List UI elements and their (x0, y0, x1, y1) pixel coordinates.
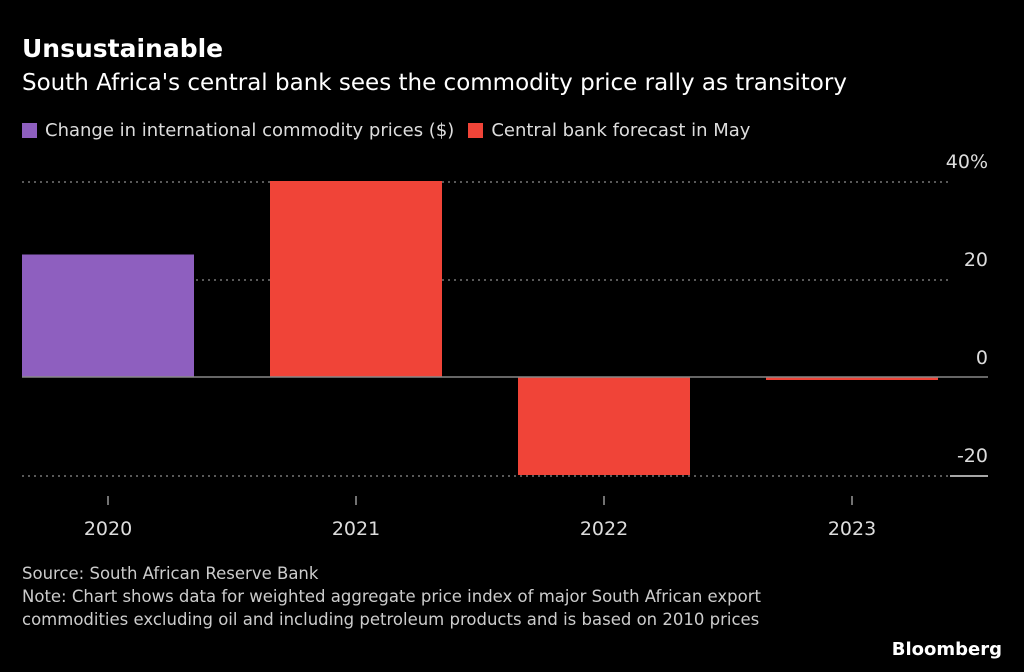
x-tick-label: 2023 (828, 518, 876, 540)
footer: Source: South African Reserve Bank Note:… (22, 562, 862, 631)
x-tick-label: 2020 (84, 518, 132, 540)
bar-2022 (518, 377, 690, 475)
bar-2020 (22, 254, 194, 377)
source-text: Source: South African Reserve Bank (22, 564, 319, 583)
chart-title: Unsustainable (22, 34, 224, 63)
note-text: Note: Chart shows data for weighted aggr… (22, 587, 762, 629)
x-tick-label: 2021 (332, 518, 380, 540)
y-tick-label: 40% (946, 151, 988, 173)
y-tick-label: 0 (976, 347, 988, 369)
legend-swatch-actual (22, 123, 37, 138)
bar-2023 (766, 377, 938, 380)
y-tick-label: -20 (957, 445, 988, 467)
y-tick-label: 20 (964, 249, 988, 271)
legend-swatch-forecast (468, 123, 484, 138)
legend-item-forecast: Central bank forecast in May (468, 120, 750, 141)
legend-label-forecast: Central bank forecast in May (491, 120, 751, 141)
legend-item-actual: Change in international commodity prices… (22, 120, 454, 141)
chart-subtitle: South Africa's central bank sees the com… (22, 70, 847, 96)
x-tick-label: 2022 (580, 518, 628, 540)
bar-2021 (270, 181, 442, 377)
bloomberg-logo: Bloomberg (891, 639, 1002, 660)
legend-label-actual: Change in international commodity prices… (45, 120, 455, 141)
legend: Change in international commodity prices… (22, 120, 750, 141)
